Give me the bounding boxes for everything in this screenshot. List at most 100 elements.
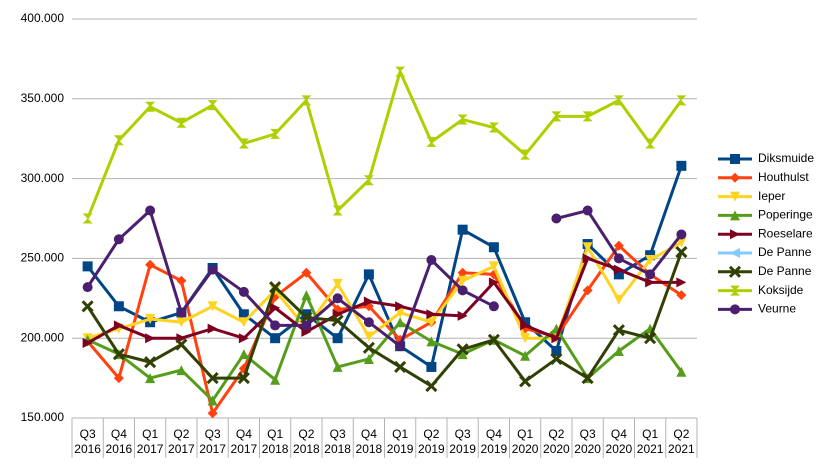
y-tick-label: 300.000 [21,171,65,185]
marker [676,277,687,288]
marker [332,293,343,304]
marker [613,95,624,106]
x-tick-label: 2021 [637,442,664,456]
marker [301,290,312,301]
marker [301,267,312,278]
x-tick-label: Q2 [173,427,189,441]
legend-marker [730,210,740,221]
marker [520,317,531,328]
marker [457,267,468,278]
x-tick-label: 2020 [606,442,633,456]
marker [582,253,593,264]
marker [520,333,531,344]
marker [206,372,219,385]
marker [113,320,124,331]
marker [488,277,499,288]
marker [176,307,187,318]
marker [113,373,124,384]
marker [145,101,156,112]
marker [675,245,688,259]
x-tick-label: 2018 [293,442,320,456]
legend-marker [730,154,740,164]
legend-marker [730,172,740,183]
marker [238,138,249,149]
marker [363,175,374,186]
x-tick-label: Q2 [548,427,564,441]
marker [582,111,593,122]
x-tick-label: 2017 [199,442,226,456]
legend-label: De Panne [758,245,812,259]
marker [457,275,468,286]
marker [81,300,94,313]
marker [551,333,562,344]
marker [676,366,687,377]
marker [207,408,218,419]
marker [270,302,281,313]
marker [582,242,593,253]
x-tick-label: Q3 [330,427,346,441]
x-tick-label: 2019 [449,442,476,456]
marker [395,307,406,318]
marker [395,317,406,328]
marker [676,290,687,301]
marker [145,205,156,216]
x-tick-label: 2017 [137,442,164,456]
marker [551,345,562,356]
x-tick-label: Q4 [486,427,502,441]
x-tick-label: 2020 [512,442,539,456]
legend-label: Houthulst [758,170,809,184]
y-tick-label: 400.000 [21,11,65,25]
x-tick-label: 2018 [262,442,289,456]
x-tick-label: Q3 [580,427,596,441]
x-tick-label: Q3 [80,427,96,441]
marker [582,205,593,216]
marker [363,317,374,328]
x-tick-label: 2021 [668,442,695,456]
marker [145,314,156,325]
marker [175,338,188,351]
marker [581,372,594,385]
x-tick-label: Q4 [236,427,252,441]
legend-label: Ieper [758,189,785,203]
marker [582,285,593,296]
marker [644,332,657,345]
marker [176,317,187,328]
marker [613,240,624,251]
series-line [86,244,683,415]
marker [270,374,281,385]
marker [145,373,156,384]
x-tick-label: Q1 [392,427,408,441]
marker [645,138,656,149]
marker [457,349,468,360]
marker [676,95,687,106]
marker [613,345,624,356]
legend-label: Roeselare [758,226,813,240]
marker [457,310,468,321]
marker [488,261,499,272]
marker [488,122,499,133]
marker [676,229,687,240]
legend-marker [730,191,740,202]
marker [487,333,500,346]
marker [270,320,281,331]
x-tick-label: Q4 [361,427,377,441]
marker [207,100,218,111]
series-line [86,256,682,345]
marker [238,309,249,320]
marker [426,254,437,265]
marker [426,309,437,320]
marker [520,320,531,331]
marker [551,111,562,122]
marker [82,282,93,293]
marker [82,213,93,224]
marker [332,278,343,289]
marker [613,294,624,305]
marker [551,213,562,224]
marker [301,95,312,106]
marker [426,336,437,347]
x-tick-label: Q4 [611,427,627,441]
marker [425,380,438,393]
marker [394,360,407,373]
marker [550,352,563,366]
marker [520,149,531,160]
